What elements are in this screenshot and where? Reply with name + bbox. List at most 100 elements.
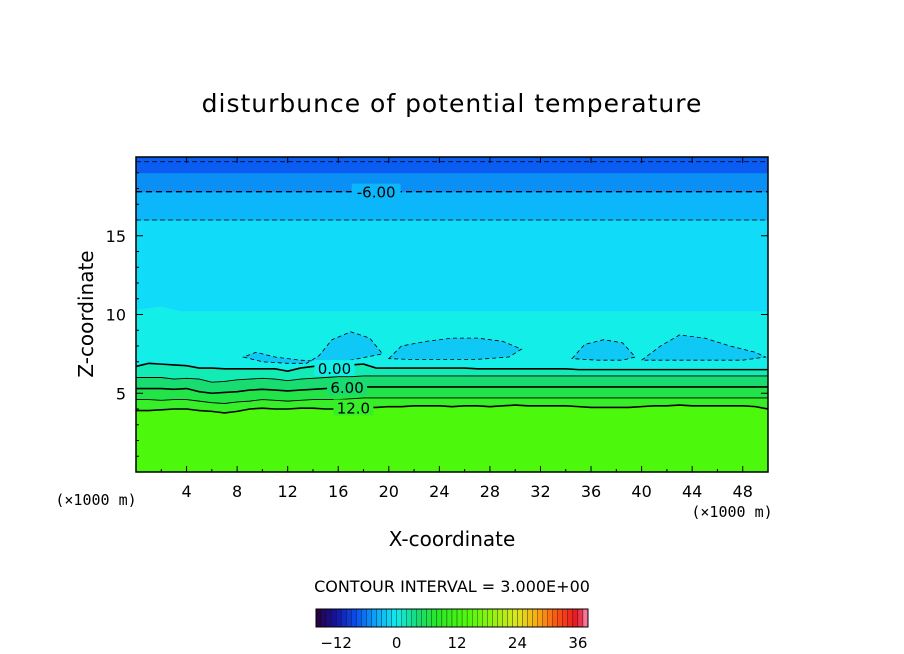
colorbar-cell-40 (517, 608, 523, 628)
shade-region-3 (136, 363, 768, 383)
x-tick-label-40: 40 (631, 482, 651, 501)
cool-patch-0 (242, 331, 384, 364)
colorbar-tick-label-3: 24 (508, 634, 527, 652)
colorbar-cell-42 (527, 608, 533, 628)
colorbar-cell-51 (572, 608, 579, 628)
contour-label-bg-2 (327, 378, 368, 395)
x-tick-label-20: 20 (379, 482, 399, 501)
colorbar-tick-label-1: 0 (392, 634, 402, 652)
colorbar-cell-2 (325, 608, 332, 628)
colorbar-cell-24 (436, 608, 443, 628)
warm-patch-0 (136, 306, 257, 361)
colorbar-cell-26 (446, 608, 453, 628)
x-tick-label-28: 28 (480, 482, 500, 501)
x-tick-label-48: 48 (733, 482, 753, 501)
x-tick-label-16: 16 (328, 482, 348, 501)
colorbar-cell-14 (386, 608, 392, 628)
colorbar (315, 608, 589, 628)
colorbar-cell-25 (441, 608, 448, 628)
colorbar-cell-48 (557, 608, 563, 628)
x-tick-label-12: 12 (278, 482, 298, 501)
colorbar-cell-37 (502, 608, 508, 628)
contour-line-0 (136, 362, 768, 373)
colorbar-cell-0 (315, 608, 322, 628)
colorbar-cell-34 (487, 608, 493, 628)
colorbar-cell-35 (492, 608, 498, 628)
colorbar-cell-12 (376, 608, 382, 628)
cool-patch-3 (640, 334, 767, 361)
contour-label-bg-1 (314, 360, 355, 377)
contour-label-bg-3 (333, 399, 374, 416)
colorbar-cell-29 (461, 608, 468, 628)
colorbar-tick-label-4: 36 (568, 634, 587, 652)
contour-interval-label: CONTOUR INTERVAL = 3.000E+00 (314, 577, 590, 596)
colorbar-cell-32 (477, 608, 483, 628)
colorbar-cell-20 (416, 608, 422, 628)
colorbar-cell-3 (330, 608, 337, 628)
colorbar-cell-39 (512, 608, 518, 628)
colorbar-cell-44 (537, 608, 543, 628)
colorbar-cell-23 (431, 608, 438, 628)
colorbar-cell-38 (507, 608, 513, 628)
colorbar-cell-1 (320, 608, 327, 628)
colorbar-cell-13 (381, 608, 387, 628)
cool-patch-1 (387, 337, 523, 360)
colorbar-cell-53 (582, 608, 589, 628)
colorbar-cell-16 (396, 608, 402, 628)
x-axis: 4 8 12 16 20 24 28 32 36 40 44 48 (160, 157, 753, 501)
x-tick-label-44: 44 (682, 482, 702, 501)
y-axis-label: Z-coordinate (74, 250, 98, 377)
colorbar-cell-45 (542, 608, 548, 628)
colorbar-cell-10 (366, 608, 372, 628)
y-tick-label-15: 15 (106, 227, 126, 246)
colorbar-cell-8 (356, 608, 362, 628)
shade-band-7 (136, 191, 768, 221)
shade-band-8 (136, 172, 768, 193)
colorbar-cell-41 (522, 608, 528, 628)
shade-region-0 (136, 397, 768, 413)
colorbar-frame (315, 608, 589, 628)
y-axis-unit: (×1000 m) (55, 491, 136, 509)
shade-band-9 (136, 157, 768, 174)
contour-label-3: 12.0 (337, 399, 370, 417)
colorbar-cell-47 (552, 608, 558, 628)
contour-label-2: 6.00 (330, 379, 363, 397)
colorbar-ticks: −12 0 12 24 36 (320, 634, 587, 652)
x-axis-label: X-coordinate (389, 527, 516, 551)
colorbar-cell-33 (482, 608, 488, 628)
x-tick-label-32: 32 (530, 482, 550, 501)
colorbar-cell-49 (562, 608, 569, 628)
colorbar-cell-6 (346, 608, 352, 628)
colorbar-cell-28 (456, 608, 463, 628)
x-tick-label-36: 36 (581, 482, 601, 501)
contour-line-12 (136, 404, 768, 414)
colorbar-cell-18 (406, 608, 412, 628)
chart-title: disturbunce of potential temperature (202, 89, 703, 118)
colorbar-cell-5 (341, 608, 347, 628)
y-axis: 5 10 15 (106, 172, 768, 457)
colorbar-tick-label-2: 12 (447, 634, 466, 652)
x-tick-label-8: 8 (232, 482, 242, 501)
y-tick-label-10: 10 (106, 306, 126, 325)
colorbar-cell-46 (547, 608, 553, 628)
y-tick-label-5: 5 (116, 384, 126, 403)
contour-label-bg-0 (351, 183, 401, 200)
shade-band-6 (136, 220, 768, 312)
colorbar-cell-7 (351, 608, 357, 628)
colorbar-cell-15 (391, 608, 397, 628)
colorbar-cell-9 (361, 608, 367, 628)
cool-patch-2 (571, 339, 637, 361)
x-tick-label-4: 4 (181, 482, 191, 501)
contour-line-3 (136, 375, 768, 383)
colorbar-cell-19 (411, 608, 417, 628)
colorbar-cell-43 (532, 608, 538, 628)
contour-line-6 (136, 386, 768, 395)
colorbar-cell-50 (567, 608, 574, 628)
colorbar-cell-21 (421, 608, 427, 628)
colorbar-cell-36 (497, 608, 503, 628)
contour-line-9 (136, 397, 768, 404)
contour-label-1: 0.00 (318, 360, 351, 378)
x-axis-unit: (×1000 m) (691, 503, 772, 521)
contour-field: -6.00 0.006.00 12.0 (136, 157, 768, 472)
contour-label-0: -6.00 (357, 184, 396, 202)
